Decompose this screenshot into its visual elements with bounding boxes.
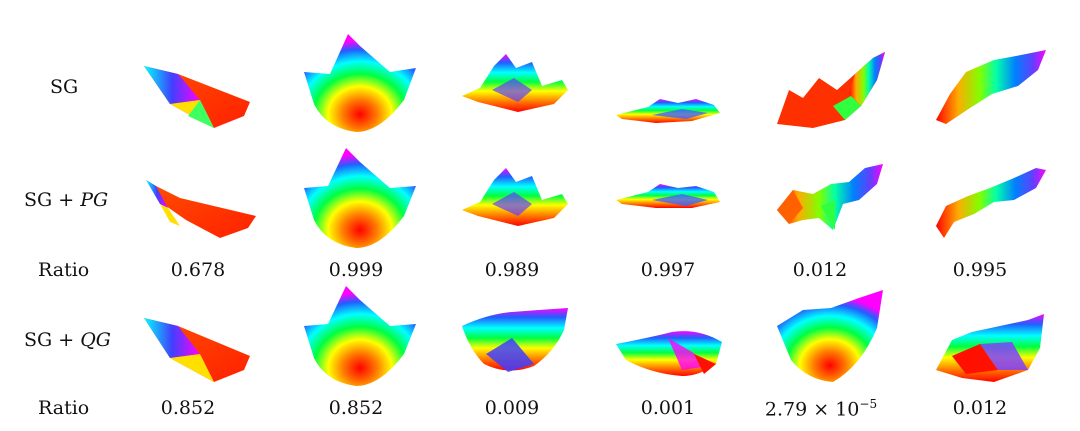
surface-qg-1 [140,312,255,387]
row-label-sg-qg: SG + QG [24,329,111,351]
surface-sg-4 [612,95,727,135]
ratio-qg-4: 0.001 [640,397,696,419]
surface-qg-6 [932,312,1047,387]
ratio-qg-5: 2.79 × 10−5 [764,397,878,421]
row-label-sg-pg: SG + PG [24,189,109,211]
surface-qg-5 [773,288,888,388]
surface-sg-3 [458,50,573,120]
surface-sg-5 [773,50,888,130]
ratio-qg-6: 0.012 [952,397,1008,419]
surface-pg-6 [932,162,1052,242]
surface-qg-4 [612,314,727,384]
ratio-pg-3: 0.989 [484,259,540,281]
surface-pg-3 [458,164,573,234]
surface-sg-2 [300,30,420,135]
surface-qg-3 [458,306,573,381]
surface-pg-1 [140,176,260,246]
ratio-pg-4: 0.997 [640,259,696,281]
ratio-label-pg: Ratio [38,259,90,281]
surface-pg-2 [300,146,420,251]
surface-pg-4 [612,182,727,222]
row-label-sg: SG [50,76,79,98]
ratio-label-qg: Ratio [38,397,90,419]
ratio-qg-1: 0.852 [160,397,216,419]
ratio-pg-2: 0.999 [328,259,384,281]
ratio-qg-3: 0.009 [484,397,540,419]
ratio-pg-5: 0.012 [792,259,848,281]
surface-qg-2 [300,284,420,389]
surface-pg-5 [773,160,888,240]
surface-sg-1 [140,60,255,135]
surface-sg-6 [932,48,1052,128]
ratio-pg-6: 0.995 [952,259,1008,281]
ratio-qg-2: 0.852 [328,397,384,419]
ratio-pg-1: 0.678 [170,259,226,281]
